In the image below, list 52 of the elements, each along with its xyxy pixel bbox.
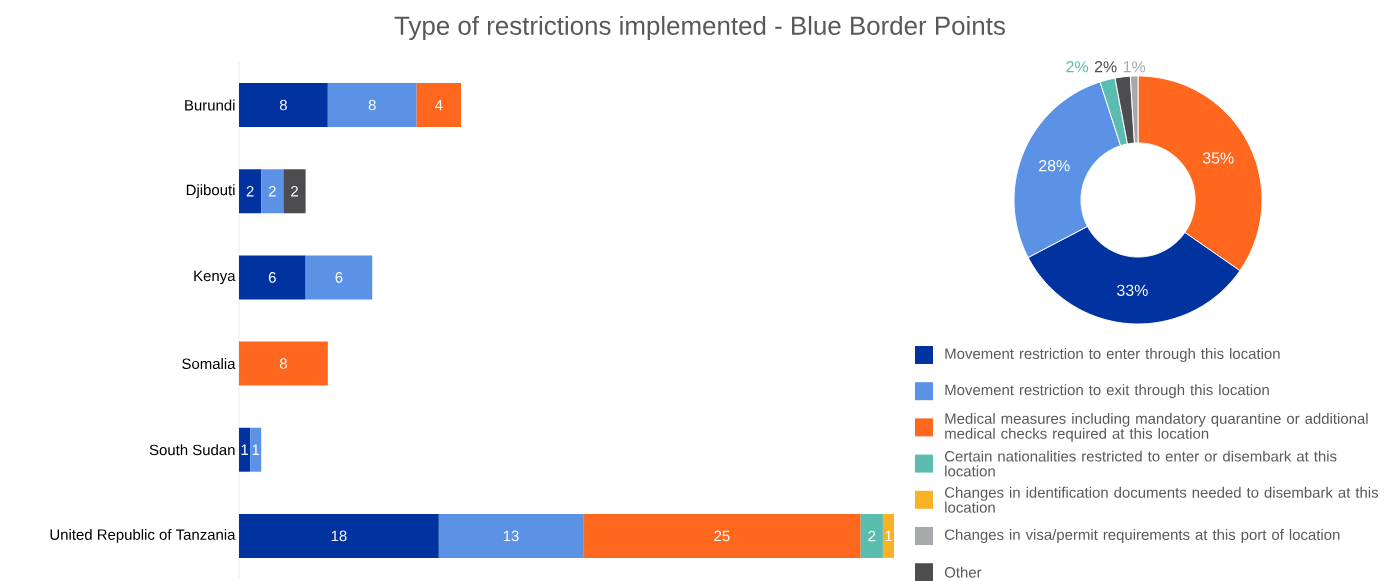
legend-label: Changes in identification documents needed to disembark at this location	[944, 486, 1379, 513]
y-tick-label: Kenya	[194, 270, 236, 284]
data-label: 6	[335, 272, 343, 283]
data-label: 2	[868, 530, 876, 542]
data-label: 8	[279, 99, 287, 111]
bar	[250, 427, 262, 472]
data-label: 1	[241, 444, 248, 455]
chart-title: Type of restrictions implemented - Blue Border Points	[394, 15, 1005, 40]
bar	[416, 83, 462, 127]
data-label: 2	[246, 185, 254, 197]
data-label: 2	[268, 185, 276, 197]
data-label: 8	[368, 99, 376, 111]
bar	[239, 169, 262, 214]
bar	[239, 83, 328, 127]
bar	[283, 169, 306, 214]
data-label: 18	[331, 530, 347, 542]
data-label: 6	[268, 272, 276, 283]
y-tick-label: United Republic of Tanzania	[50, 528, 236, 543]
bar	[261, 169, 284, 214]
bar	[239, 255, 306, 300]
bar	[305, 255, 373, 300]
legend-label: Changes in visa/permit requirements at this port of location	[944, 528, 1340, 543]
bar	[239, 427, 251, 472]
legend-label: Medical measures including mandatory quarantine or additional medical checks required at this location	[945, 412, 1368, 442]
data-label: 2	[291, 185, 298, 197]
legend-label: Other	[944, 566, 982, 578]
bar	[239, 341, 328, 386]
bar	[239, 513, 439, 558]
data-label: 28%	[1039, 159, 1070, 172]
legend-label: Certain nationalities restricted to enter or disembark at this location	[944, 450, 1337, 477]
data-label: 33%	[1117, 284, 1148, 296]
legend-label: Movement restriction to enter through this location	[945, 347, 1280, 362]
y-tick-label: South Sudan	[149, 444, 235, 456]
bar	[327, 83, 417, 127]
data-label: 2%	[1094, 61, 1117, 73]
bar	[583, 513, 861, 558]
bar	[882, 513, 895, 558]
y-tick-label: Somalia	[182, 358, 236, 369]
data-label: 1%	[1123, 61, 1146, 73]
data-label: 1	[885, 530, 892, 541]
data-label: 2%	[1066, 61, 1089, 73]
data-label: 13	[503, 530, 519, 542]
bar	[438, 513, 584, 558]
bar	[860, 513, 883, 558]
data-label: 35%	[1202, 152, 1234, 164]
y-tick-label: Djibouti	[186, 184, 235, 199]
data-label: 8	[279, 358, 287, 369]
data-label: 1	[252, 444, 260, 455]
y-tick-label: Burundi	[185, 99, 235, 111]
data-label: 4	[435, 99, 443, 111]
legend-label: Movement restriction to exit through this location	[945, 384, 1269, 399]
data-label: 25	[714, 530, 730, 542]
